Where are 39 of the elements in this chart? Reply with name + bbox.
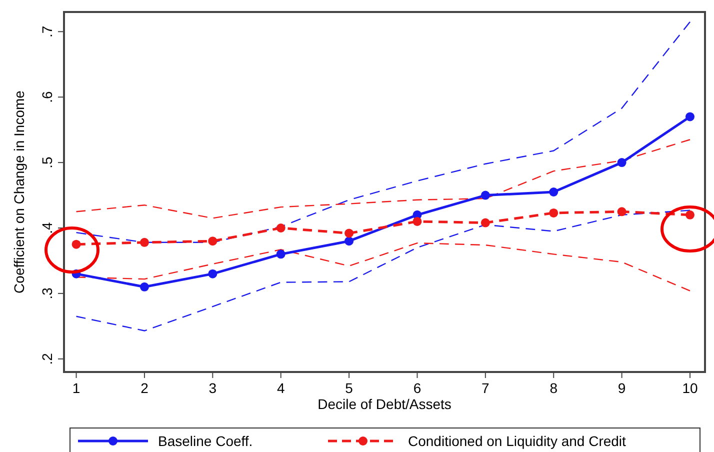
x-tick-label: 9 bbox=[618, 380, 626, 396]
point bbox=[549, 208, 558, 218]
y-tick-label: .7 bbox=[39, 26, 55, 38]
point bbox=[276, 250, 286, 259]
point bbox=[344, 236, 354, 246]
y-tick-label: .5 bbox=[39, 156, 55, 168]
point bbox=[140, 282, 149, 292]
point bbox=[344, 228, 354, 238]
point bbox=[208, 269, 218, 278]
point bbox=[208, 236, 218, 246]
x-tick-label: 2 bbox=[140, 380, 149, 396]
legend-label: Baseline Coeff. bbox=[158, 433, 253, 449]
x-tick-label: 1 bbox=[72, 380, 80, 396]
point bbox=[686, 210, 694, 220]
y-tick-label: .4 bbox=[39, 222, 55, 234]
x-tick-label: 3 bbox=[208, 380, 217, 396]
point bbox=[617, 158, 626, 168]
point bbox=[686, 112, 694, 122]
y-tick-label: .6 bbox=[39, 91, 55, 103]
point bbox=[140, 238, 149, 247]
x-tick-label: 6 bbox=[413, 380, 422, 396]
x-tick-label: 10 bbox=[682, 380, 698, 396]
x-axis-title: Decile of Debt/Assets bbox=[318, 396, 452, 412]
point bbox=[412, 216, 422, 226]
x-tick-label: 5 bbox=[345, 380, 354, 396]
point bbox=[480, 218, 490, 228]
y-tick-label: .3 bbox=[39, 287, 55, 300]
point bbox=[480, 190, 490, 200]
y-tick-label: .2 bbox=[39, 352, 55, 365]
point bbox=[617, 207, 626, 216]
legend-label: Conditioned on Liquidity and Credit bbox=[408, 433, 626, 449]
y-axis-title: Coefficient on Change in Income bbox=[11, 90, 27, 294]
x-tick-label: 4 bbox=[276, 380, 285, 396]
point bbox=[549, 188, 558, 196]
line-series bbox=[76, 139, 691, 219]
point bbox=[72, 240, 81, 249]
point bbox=[276, 224, 286, 232]
x-tick-label: 8 bbox=[550, 380, 558, 396]
x-tick-label: 7 bbox=[482, 380, 490, 396]
